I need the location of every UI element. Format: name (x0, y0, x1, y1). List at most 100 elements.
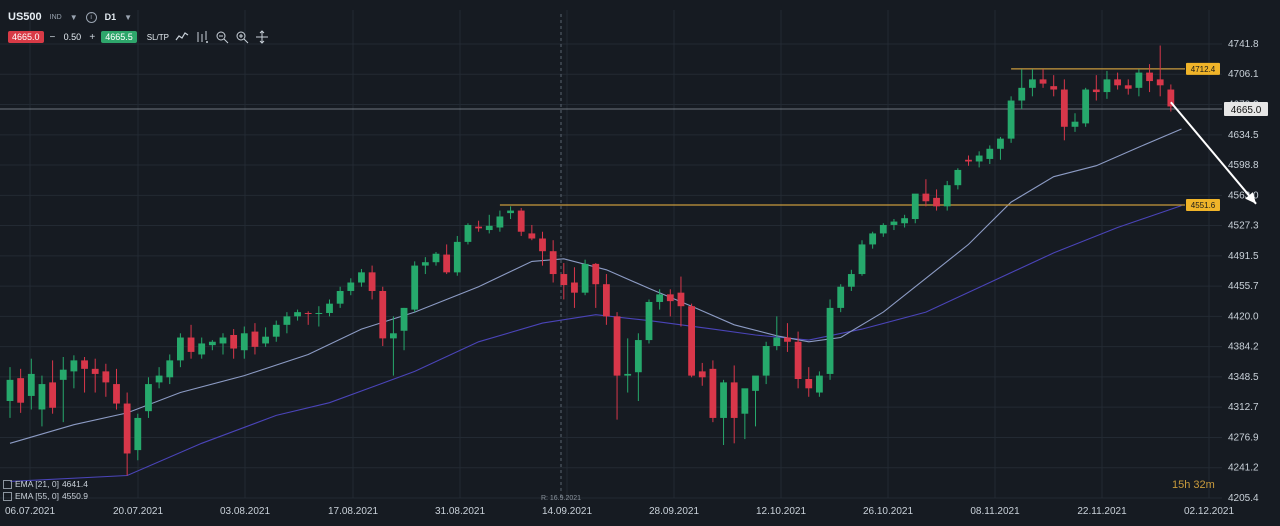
candle-body[interactable] (826, 307, 834, 374)
candle-body[interactable] (592, 263, 600, 285)
candle-body[interactable] (1071, 121, 1079, 127)
candle-body[interactable] (784, 337, 791, 342)
candle-body[interactable] (730, 382, 738, 418)
candle-body[interactable] (102, 371, 110, 383)
candle-body[interactable] (943, 185, 951, 207)
candle-body[interactable] (262, 336, 269, 344)
candle-body[interactable] (933, 197, 940, 207)
indicators-icon[interactable] (195, 30, 209, 44)
candle-body[interactable] (70, 360, 78, 372)
candle-body[interactable] (1060, 89, 1068, 127)
candle-body[interactable] (879, 224, 887, 234)
candle-body[interactable] (816, 375, 823, 393)
candle-body[interactable] (358, 272, 365, 283)
candle-body[interactable] (155, 375, 163, 383)
candle-body[interactable] (81, 360, 88, 369)
candle-body[interactable] (634, 340, 642, 373)
candle-body[interactable] (304, 312, 312, 314)
candle-body[interactable] (986, 148, 994, 159)
candle-body[interactable] (453, 241, 461, 273)
ema55-legend[interactable]: EMA [55, 0] 4550.9 (3, 490, 88, 502)
candle-body[interactable] (1029, 79, 1036, 88)
arrow-line[interactable] (1170, 101, 1257, 205)
candle-body[interactable] (1039, 79, 1047, 84)
candle-body[interactable] (379, 290, 387, 339)
ema21-legend[interactable]: EMA [21, 0] 4641.4 (3, 478, 88, 490)
candle-body[interactable] (145, 384, 152, 412)
candle-body[interactable] (656, 294, 664, 302)
candle-body[interactable] (1135, 72, 1143, 88)
candle-body[interactable] (709, 368, 717, 418)
candle-body[interactable] (1007, 100, 1015, 139)
zoom-out-icon[interactable] (215, 30, 229, 44)
candle-body[interactable] (837, 286, 845, 308)
candle-body[interactable] (113, 384, 120, 404)
candle-body[interactable] (581, 263, 589, 293)
candle-body[interactable] (390, 333, 397, 339)
candle-body[interactable] (123, 403, 131, 454)
candle-body[interactable] (240, 333, 248, 351)
candle-body[interactable] (272, 324, 280, 337)
candle-body[interactable] (997, 138, 1004, 149)
candle-body[interactable] (517, 210, 525, 232)
candle-body[interactable] (475, 226, 482, 229)
candle-body[interactable] (49, 382, 56, 408)
candle-body[interactable] (177, 337, 184, 361)
candle-body[interactable] (1124, 85, 1132, 89)
candle-body[interactable] (1018, 87, 1026, 101)
timeframe-select[interactable]: D1 (104, 12, 117, 22)
candle-body[interactable] (230, 334, 238, 349)
lot-increase-button[interactable]: + (89, 31, 96, 43)
candle-body[interactable] (528, 233, 536, 239)
candle-body[interactable] (1082, 89, 1090, 124)
candle-body[interactable] (1103, 79, 1111, 93)
candle-body[interactable] (794, 341, 802, 379)
candle-body[interactable] (954, 169, 962, 186)
chevron-down-icon[interactable]: ▼ (124, 12, 133, 22)
candle-body[interactable] (294, 312, 301, 317)
candle-body[interactable] (720, 382, 727, 418)
lot-decrease-button[interactable]: − (49, 31, 56, 43)
lot-size-input[interactable]: 0.50 (63, 32, 82, 42)
candle-body[interactable] (1092, 89, 1100, 93)
candle-body[interactable] (464, 224, 472, 242)
symbol-name[interactable]: US500 (8, 11, 42, 23)
candle-body[interactable] (890, 221, 898, 225)
sltp-button[interactable]: SL/TP (146, 32, 169, 42)
candle-body[interactable] (975, 155, 983, 162)
candle-body[interactable] (613, 316, 621, 376)
candle-body[interactable] (326, 303, 333, 313)
candle-body[interactable] (187, 337, 195, 352)
settings-icon[interactable] (3, 491, 12, 501)
candle-body[interactable] (645, 301, 653, 341)
candle-body[interactable] (688, 306, 695, 376)
candle-body[interactable] (443, 254, 451, 273)
candle-body[interactable] (38, 384, 46, 410)
candle-body[interactable] (411, 265, 419, 310)
candle-body[interactable] (1114, 79, 1121, 86)
candle-body[interactable] (773, 337, 781, 346)
candle-body[interactable] (847, 274, 855, 287)
candle-body[interactable] (208, 341, 216, 346)
candle-body[interactable] (198, 343, 206, 355)
candle-body[interactable] (1156, 79, 1164, 86)
candle-body[interactable] (1146, 72, 1153, 82)
candle-body[interactable] (283, 316, 291, 325)
candle-body[interactable] (869, 233, 877, 245)
candle-body[interactable] (752, 375, 759, 391)
chart-type-icon[interactable] (175, 30, 189, 44)
candle-body[interactable] (485, 225, 493, 231)
candle-body[interactable] (698, 371, 706, 378)
candle-body[interactable] (624, 373, 632, 376)
candle-body[interactable] (166, 360, 174, 378)
candle-body[interactable] (549, 251, 557, 275)
buy-price-button[interactable]: 4665.5 (101, 31, 137, 43)
candle-body[interactable] (805, 378, 813, 389)
candle-body[interactable] (666, 294, 674, 302)
candle-body[interactable] (6, 379, 14, 402)
sell-price-button[interactable]: 4665.0 (8, 31, 44, 43)
candle-body[interactable] (17, 378, 25, 403)
crosshair-icon[interactable] (255, 30, 269, 44)
zoom-in-icon[interactable] (235, 30, 249, 44)
